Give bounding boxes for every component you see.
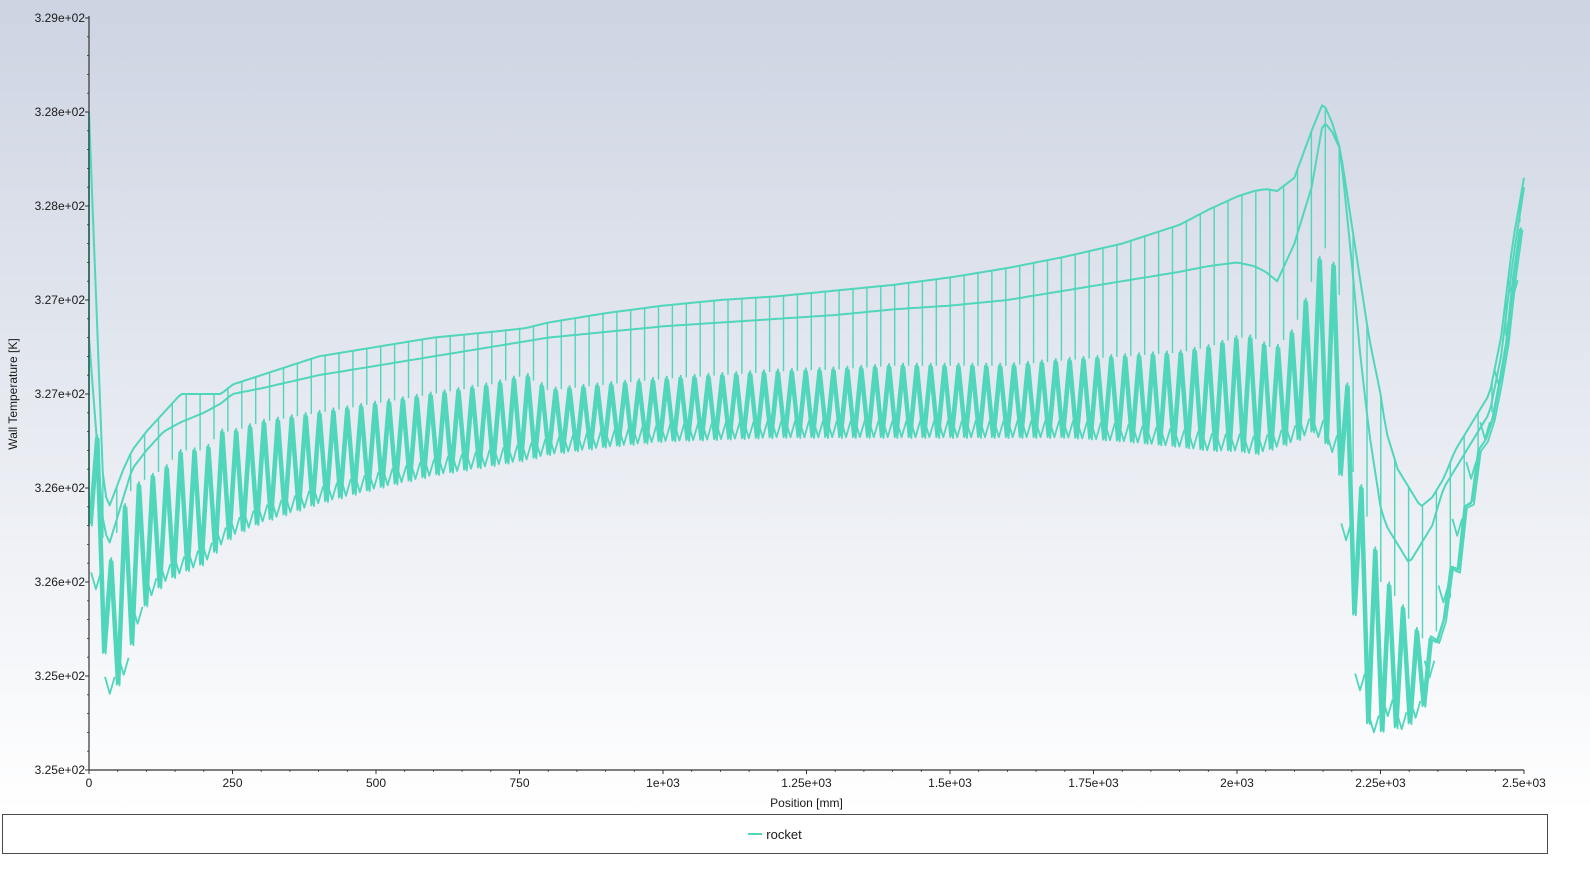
x-tick-label: 1.75e+03	[1068, 776, 1119, 790]
x-tick-label: 250	[222, 776, 242, 790]
y-tick-label: 3.29e+02	[35, 11, 86, 25]
y-tick-label: 3.26e+02	[35, 575, 86, 589]
y-tick-label: 3.25e+02	[35, 763, 86, 777]
x-tick-label: 2.25e+03	[1355, 776, 1406, 790]
chart-area: 3.25e+02 3.25e+02 3.26e+02 3.26e+02 3.27e+02…	[0, 0, 1590, 812]
y-axis-title: Wall Temperature [K]	[6, 338, 20, 449]
xy-plot: 3.25e+02 3.25e+02 3.26e+02 3.26e+02 3.27e+02…	[0, 0, 1590, 812]
y-tick-label: 3.28e+02	[35, 105, 86, 119]
series-rocket-zigzag-0	[88, 228, 1521, 733]
x-tick-label: 2e+03	[1220, 776, 1254, 790]
x-tick-label: 1.5e+03	[928, 776, 972, 790]
x-axis-title: Position [mm]	[770, 796, 843, 810]
series-rocket-zigzag-2	[90, 229, 1524, 733]
legend-label: rocket	[766, 826, 802, 842]
series-layer	[88, 104, 1525, 734]
series-rocket-envelope-inner-top	[88, 122, 1525, 563]
y-tick-label: 3.26e+02	[35, 481, 86, 495]
y-tick-label: 3.27e+02	[35, 293, 86, 307]
x-tick-label: 500	[366, 776, 386, 790]
x-tick-label: 0	[86, 776, 93, 790]
x-tick-label: 1.25e+03	[781, 776, 832, 790]
x-tick-label: 2.5e+03	[1502, 776, 1546, 790]
y-tick-label: 3.27e+02	[35, 387, 86, 401]
legend-swatch-line-icon	[748, 833, 763, 835]
series-rocket-lower-tips	[90, 280, 1519, 734]
axes-layer: 3.25e+02 3.25e+02 3.26e+02 3.26e+02 3.27e+02…	[35, 11, 1547, 790]
y-tick-label: 3.25e+02	[35, 669, 86, 683]
legend-item-rocket[interactable]: rocket	[748, 826, 802, 842]
series-rocket-envelope-outer-top	[88, 104, 1525, 507]
x-tick-label: 750	[509, 776, 529, 790]
legend: rocket	[2, 814, 1548, 854]
x-tick-label: 1e+03	[646, 776, 680, 790]
series-rocket-zigzag-1	[89, 227, 1522, 731]
y-tick-label: 3.28e+02	[35, 199, 86, 213]
